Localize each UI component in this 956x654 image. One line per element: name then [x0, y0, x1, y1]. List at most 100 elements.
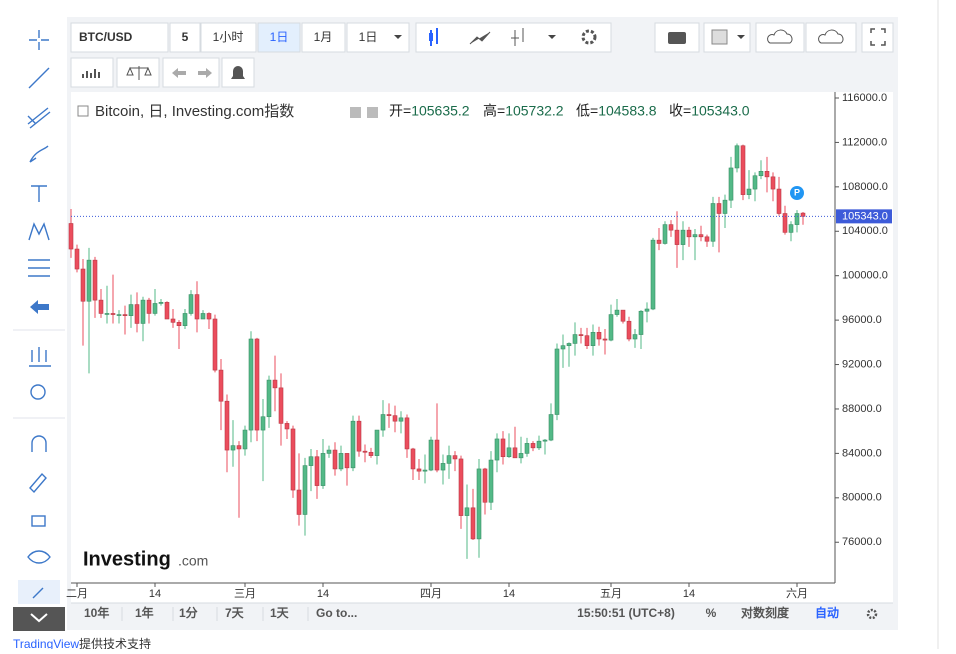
candle-body — [134, 304, 140, 324]
candle-body — [524, 443, 530, 454]
text-tool[interactable] — [31, 185, 47, 202]
button[interactable] — [301, 22, 346, 53]
measure-tool[interactable] — [29, 347, 51, 367]
candle-body — [710, 203, 716, 242]
candle-body — [662, 224, 668, 244]
candle-body — [296, 489, 302, 515]
crosshair-tool[interactable] — [29, 30, 49, 50]
candle-body — [308, 456, 314, 466]
candle-body — [428, 439, 434, 471]
x-tick-label: 三月 — [234, 588, 256, 600]
candle-body — [788, 224, 794, 233]
legend-value: 105343.0 — [691, 103, 750, 119]
collapse-box[interactable] — [77, 105, 89, 117]
plot-bg — [71, 92, 893, 603]
candle-icon — [429, 33, 433, 41]
camera-icon — [668, 32, 686, 44]
fullscreen[interactable] — [861, 22, 894, 53]
range-button[interactable]: 7天 — [225, 606, 245, 620]
cloud-icon — [818, 29, 844, 44]
y-tick-label: 108000.0 — [842, 181, 888, 193]
legend-icon[interactable] — [350, 107, 361, 118]
settings-icon[interactable] — [866, 608, 878, 620]
cloud-down[interactable] — [755, 22, 805, 53]
percent[interactable]: % — [706, 606, 717, 620]
button-label: 1小时 — [213, 30, 244, 44]
candle-body — [632, 334, 638, 340]
candle-body — [290, 428, 296, 491]
candle-body — [446, 455, 452, 464]
candle-body — [464, 507, 470, 516]
candle-body — [416, 468, 422, 472]
credit-text: 提供技术支持 — [79, 636, 151, 649]
candle-body — [86, 259, 92, 302]
candle-body — [644, 308, 650, 312]
goto[interactable]: Go to... — [316, 606, 357, 620]
candle-body — [608, 314, 614, 341]
left-toolbar — [13, 30, 65, 631]
legend-label: 开= — [389, 103, 411, 119]
candle-body — [782, 213, 788, 233]
candle-body — [572, 334, 578, 344]
undo-redo[interactable] — [162, 57, 220, 88]
candle-body — [116, 314, 122, 316]
zoom-tool[interactable] — [30, 384, 46, 400]
fib-tool[interactable] — [27, 107, 51, 129]
cloud-up[interactable] — [805, 22, 857, 53]
y-tick-label: 104000.0 — [842, 225, 888, 237]
range-button[interactable]: 1分 — [179, 605, 198, 620]
lock-draw-tool[interactable] — [29, 472, 47, 494]
legend-label: 高= — [483, 103, 505, 119]
magnet-tool[interactable] — [31, 435, 47, 452]
candle-body — [260, 416, 266, 431]
candle-body — [584, 335, 590, 346]
compare-button[interactable] — [116, 57, 160, 88]
link-tool[interactable] — [32, 587, 44, 599]
lock-tool[interactable] — [31, 515, 46, 527]
legend-icon[interactable] — [367, 107, 378, 118]
y-tick-label: 100000.0 — [842, 270, 888, 282]
candle-body — [470, 507, 476, 540]
button[interactable] — [346, 22, 410, 53]
line-tool[interactable] — [28, 67, 50, 89]
prediction-tool[interactable] — [28, 259, 50, 277]
candle-body — [176, 322, 182, 326]
candle-body — [590, 332, 596, 346]
range-button[interactable]: 1天 — [270, 606, 290, 620]
symbol: BTC/USD — [79, 30, 133, 44]
candle-body — [596, 332, 602, 340]
dropdown-arrow — [737, 35, 745, 39]
legend-label: 收= — [669, 103, 691, 119]
collapse-button[interactable] — [13, 607, 65, 631]
range-button[interactable]: 1年 — [135, 605, 154, 620]
candle-body — [278, 387, 284, 424]
range-button[interactable]: 10年 — [84, 605, 109, 620]
candle-body — [722, 199, 728, 214]
credit-link[interactable]: TradingView — [13, 637, 79, 651]
interval-box[interactable] — [169, 22, 201, 53]
candle-body — [488, 459, 494, 503]
price-tag — [836, 209, 892, 224]
candle-body — [212, 318, 218, 371]
candle-body — [152, 303, 158, 314]
candle-body — [560, 345, 566, 350]
badge-label: P — [794, 187, 800, 197]
candle-body — [194, 294, 200, 320]
candle-body — [734, 145, 740, 169]
swatch — [711, 29, 728, 45]
candle-body — [716, 203, 722, 214]
brush-tool[interactable] — [29, 145, 49, 163]
auto-scale[interactable]: 自动 — [815, 605, 839, 620]
symbol-box[interactable] — [70, 22, 169, 53]
pattern-tool[interactable] — [28, 222, 50, 241]
eye-tool[interactable] — [27, 550, 51, 564]
candle-body — [422, 469, 428, 472]
candle-body — [128, 304, 134, 316]
button-active[interactable] — [257, 22, 301, 53]
back-tool[interactable] — [30, 300, 49, 314]
candle-body — [350, 420, 356, 469]
button[interactable] — [200, 22, 257, 53]
log-scale[interactable]: 对数刻度 — [741, 605, 790, 620]
indicator-button[interactable] — [70, 57, 114, 88]
